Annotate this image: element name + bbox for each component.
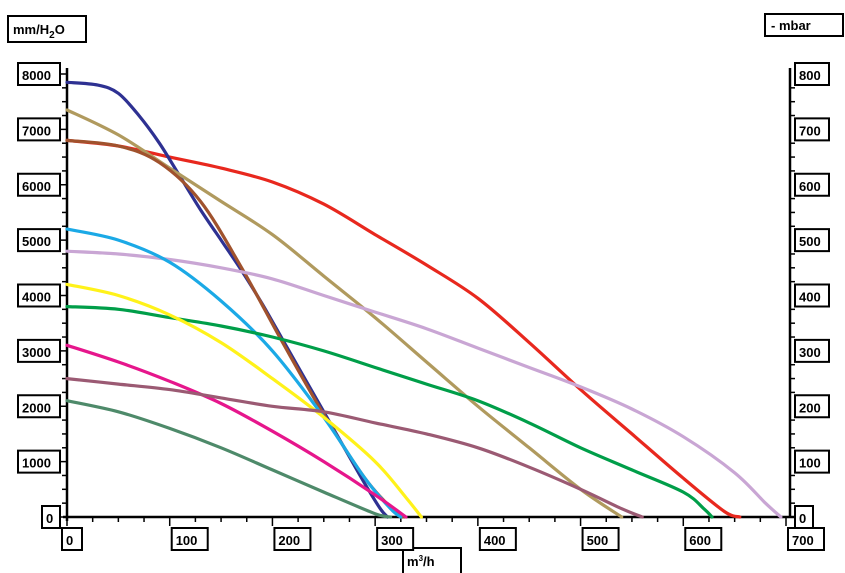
y-tick-label-right-box xyxy=(794,62,830,86)
y-tick-label-right-text: 600 xyxy=(799,179,821,194)
y-tick-label-left: 5000 xyxy=(17,228,61,253)
y-tick-label-right-box xyxy=(794,394,830,419)
ticks xyxy=(58,73,795,526)
y-tick-label-left: 8000 xyxy=(17,62,61,86)
curve-series-6 xyxy=(65,227,403,519)
y-tick-label-left-box xyxy=(17,449,61,474)
y-tick-label-right-text: 800 xyxy=(799,68,821,83)
curve-series-11 xyxy=(65,399,393,519)
x-tick-label-box xyxy=(376,527,415,551)
curve-series-8 xyxy=(65,282,423,519)
y-tick-label-left-text: 4000 xyxy=(22,290,51,305)
x-tick-label: 700 xyxy=(787,527,825,551)
y-tick-label-right: 700 xyxy=(794,117,830,142)
x-tick-label-text: 200 xyxy=(278,533,300,548)
y-tick-label-left-box xyxy=(17,62,61,86)
axes xyxy=(63,68,796,521)
y-tick-label-right-box xyxy=(794,505,814,529)
curve-series-1 xyxy=(65,138,742,519)
y-tick-label-right-box xyxy=(794,338,830,363)
y-tick-label-right-text: 300 xyxy=(799,345,821,360)
y-tick-label-right: 200 xyxy=(794,394,830,419)
x-tick-label-text: 400 xyxy=(484,533,506,548)
x-tick-label: 100 xyxy=(170,527,209,551)
x-tick-label-text: 600 xyxy=(689,533,711,548)
y-tick-label-left-box xyxy=(41,505,61,529)
y-tick-label-left: 1000 xyxy=(17,449,61,474)
y-tick-label-left-text: 3000 xyxy=(22,345,51,360)
x-tick-label-text: 300 xyxy=(381,533,403,548)
y-tick-label-left-text: 0 xyxy=(46,511,53,526)
x-unit-box: m3/h xyxy=(402,547,462,573)
y-tick-label-left: 0 xyxy=(41,505,61,529)
tick-labels: 0 100 200 300 400 500 600 700010002000300040005… xyxy=(17,62,830,551)
performance-curves xyxy=(65,80,783,519)
x-tick-label-box xyxy=(273,527,312,551)
y-tick-label-right: 100 xyxy=(794,449,830,474)
y-tick-label-right-text: 700 xyxy=(799,123,821,138)
y-tick-label-left-text: 5000 xyxy=(22,234,51,249)
x-tick-label-box xyxy=(61,527,83,551)
y-tick-label-right-text: 100 xyxy=(799,456,821,471)
y-tick-label-left: 7000 xyxy=(17,117,61,142)
y-tick-label-right-text: 0 xyxy=(799,511,806,526)
curve-series-5 xyxy=(65,249,783,519)
y-tick-label-left-box xyxy=(17,283,61,308)
y-tick-label-right: 300 xyxy=(794,338,830,363)
x-tick-label-box xyxy=(581,527,620,551)
x-tick-label: 400 xyxy=(478,527,517,551)
y-tick-label-left-box xyxy=(17,172,61,197)
x-tick-label-text: 500 xyxy=(587,533,609,548)
y-tick-label-right-box xyxy=(794,172,830,197)
y-tick-label-left: 3000 xyxy=(17,338,61,363)
x-tick-label: 0 xyxy=(61,527,83,551)
x-tick-label-text: 700 xyxy=(792,533,814,548)
y-tick-label-right-text: 200 xyxy=(799,400,821,415)
y-tick-label-left: 2000 xyxy=(17,394,61,419)
left-unit-box: mm/H2O xyxy=(7,15,87,43)
y-tick-label-left-box xyxy=(17,117,61,142)
x-unit-label: m3/h xyxy=(407,554,435,569)
y-tick-label-right-text: 400 xyxy=(799,290,821,305)
y-tick-label-right-box xyxy=(794,449,830,474)
x-tick-label: 200 xyxy=(273,527,312,551)
y-tick-label-left-text: 1000 xyxy=(22,456,51,471)
y-tick-label-left-box xyxy=(17,228,61,253)
y-tick-label-right-box xyxy=(794,228,830,253)
curve-series-9 xyxy=(65,343,408,519)
y-tick-label-left-text: 8000 xyxy=(22,68,51,83)
y-tick-label-left-box xyxy=(17,394,61,419)
y-tick-label-right-box xyxy=(794,117,830,142)
y-tick-label-right: 600 xyxy=(794,172,830,197)
x-tick-label-box xyxy=(478,527,517,551)
y-tick-label-right-box xyxy=(794,283,830,308)
x-tick-label-text: 100 xyxy=(176,533,198,548)
y-tick-label-left: 4000 xyxy=(17,283,61,308)
y-tick-label-right-text: 500 xyxy=(799,234,821,249)
curve-series-7 xyxy=(65,305,714,519)
y-tick-label-right: 0 xyxy=(794,505,814,529)
right-unit-label: - mbar xyxy=(771,18,811,33)
x-tick-label: 300 xyxy=(376,527,415,551)
y-tick-label-left-box xyxy=(17,338,61,363)
y-tick-label-right: 800 xyxy=(794,62,830,86)
y-tick-label-right: 500 xyxy=(794,228,830,253)
y-tick-label-left-text: 6000 xyxy=(22,179,51,194)
y-tick-label-right: 400 xyxy=(794,283,830,308)
x-tick-label: 500 xyxy=(581,527,620,551)
x-tick-label-text: 0 xyxy=(66,533,73,548)
x-tick-label: 600 xyxy=(684,527,723,551)
x-tick-label-box xyxy=(684,527,723,551)
y-tick-label-left-text: 7000 xyxy=(22,123,51,138)
x-tick-label-box xyxy=(170,527,209,551)
y-tick-label-left: 6000 xyxy=(17,172,61,197)
y-tick-label-left-text: 2000 xyxy=(22,400,51,415)
right-unit-box: - mbar xyxy=(764,13,844,37)
curve-series-10 xyxy=(65,377,644,519)
